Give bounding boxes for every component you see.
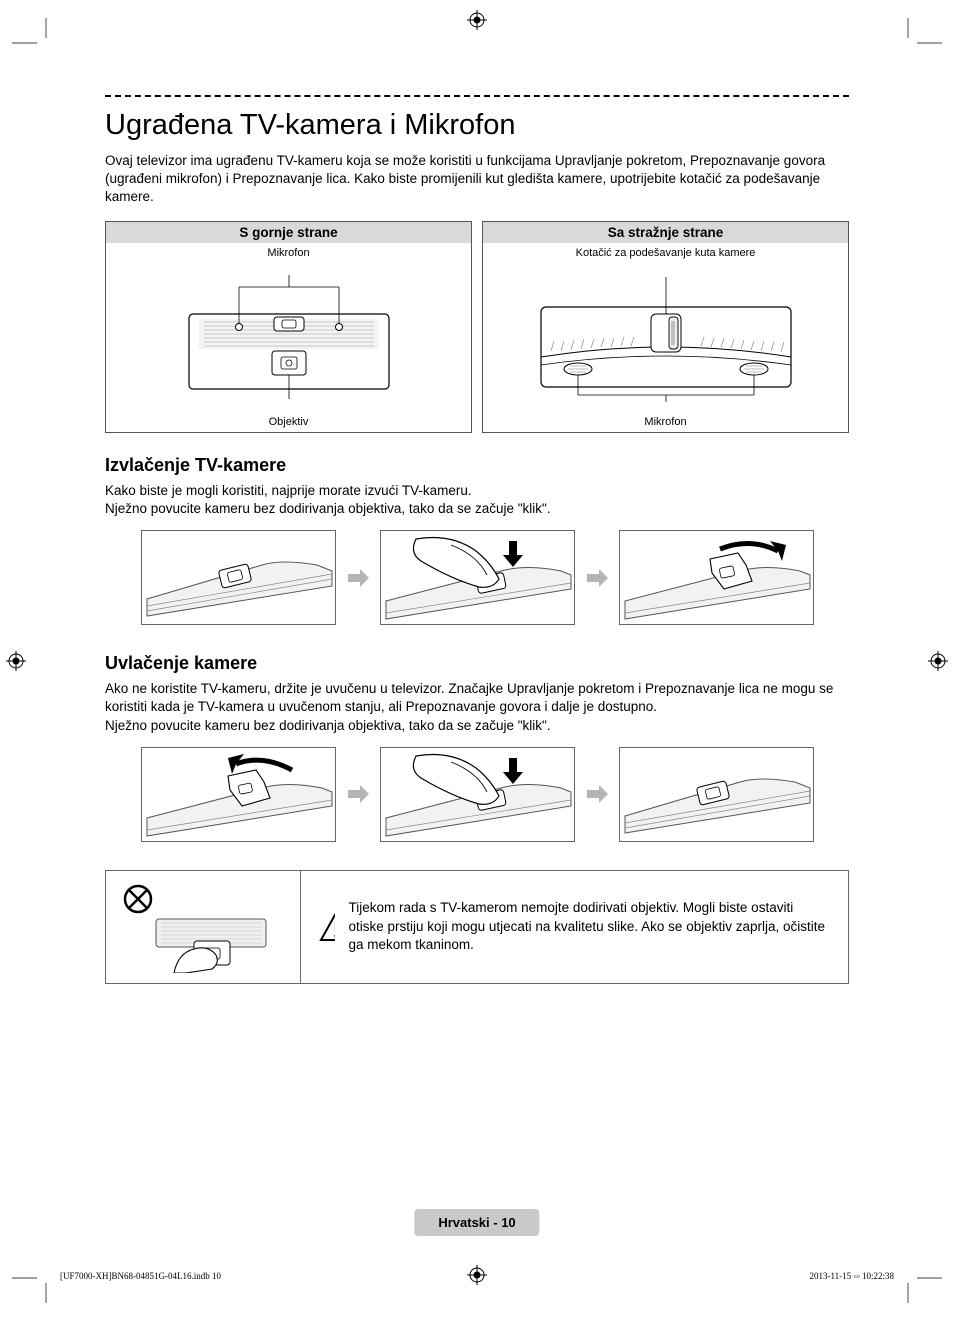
caution-text: Tijekom rada s TV-kamerom nemojte dodiri… xyxy=(349,899,830,954)
section1-text: Kako biste je mogli koristiti, najprije … xyxy=(105,482,849,518)
rstep2-illustration xyxy=(381,748,575,842)
extend-step-3 xyxy=(619,530,814,625)
crop-mark-tr2 xyxy=(912,42,942,44)
caution-illustration xyxy=(116,881,290,973)
rear-view-illustration xyxy=(516,259,816,404)
retract-step-2 xyxy=(380,747,575,842)
extend-steps xyxy=(105,530,849,625)
retract-steps xyxy=(105,747,849,842)
top-view-illustration xyxy=(154,259,424,404)
intro-paragraph: Ovaj televizor ima ugrađenu TV-kameru ko… xyxy=(105,152,849,207)
section2-title: Uvlačenje kamere xyxy=(105,653,849,674)
caution-illustration-cell xyxy=(106,871,301,983)
diagram-top-view: S gornje strane Mikrofon xyxy=(105,221,472,433)
page-footer-badge: Hrvatski - 10 xyxy=(414,1209,539,1236)
warning-icon xyxy=(319,910,335,944)
diagram-right-header: Sa stražnje strane xyxy=(483,222,848,243)
step1-illustration xyxy=(142,531,336,625)
page-content: Ugrađena TV-kamera i Mikrofon Ovaj telev… xyxy=(105,95,849,984)
arrow-icon xyxy=(585,782,609,806)
caution-text-cell: Tijekom rada s TV-kamerom nemojte dodiri… xyxy=(301,871,848,983)
rstep3-illustration xyxy=(620,748,814,842)
extend-step-1 xyxy=(141,530,336,625)
arrow-icon xyxy=(346,566,370,590)
footer-right: 2013-11-15 ▫▫ 10:22:38 xyxy=(809,1271,894,1281)
extend-step-2 xyxy=(380,530,575,625)
registration-mark-bottom xyxy=(467,1265,487,1285)
diagram-rear-view: Sa stražnje strane Kotačić za podešavanj… xyxy=(482,221,849,433)
caution-box: Tijekom rada s TV-kamerom nemojte dodiri… xyxy=(105,870,849,984)
dashed-divider xyxy=(105,95,849,97)
section2-text: Ako ne koristite TV-kameru, držite je uv… xyxy=(105,680,849,735)
registration-mark-top xyxy=(467,10,487,30)
step2-illustration xyxy=(381,531,575,625)
diagram-left-header: S gornje strane xyxy=(106,222,471,243)
step3-illustration xyxy=(620,531,814,625)
arrow-icon xyxy=(585,566,609,590)
diagram-left-top-label: Mikrofon xyxy=(106,247,471,259)
retract-step-1 xyxy=(141,747,336,842)
arrow-icon xyxy=(346,782,370,806)
diagram-left-bottom-label: Objektiv xyxy=(106,416,471,428)
registration-mark-left xyxy=(6,651,26,671)
footer-left: [UF7000-XH]BN68-04851G-04L16.indb 10 xyxy=(60,1271,221,1281)
crop-mark-tl2 xyxy=(12,42,42,44)
crop-mark-bl2 xyxy=(12,1277,42,1279)
crop-mark-br2 xyxy=(912,1277,942,1279)
diagram-right-bottom-label: Mikrofon xyxy=(483,416,848,428)
diagram-right-top-label: Kotačić za podešavanje kuta kamere xyxy=(483,247,848,259)
section1-title: Izvlačenje TV-kamere xyxy=(105,455,849,476)
registration-mark-right xyxy=(928,651,948,671)
retract-step-3 xyxy=(619,747,814,842)
rstep1-illustration xyxy=(142,748,336,842)
diagram-row: S gornje strane Mikrofon xyxy=(105,221,849,433)
main-title: Ugrađena TV-kamera i Mikrofon xyxy=(105,109,849,142)
